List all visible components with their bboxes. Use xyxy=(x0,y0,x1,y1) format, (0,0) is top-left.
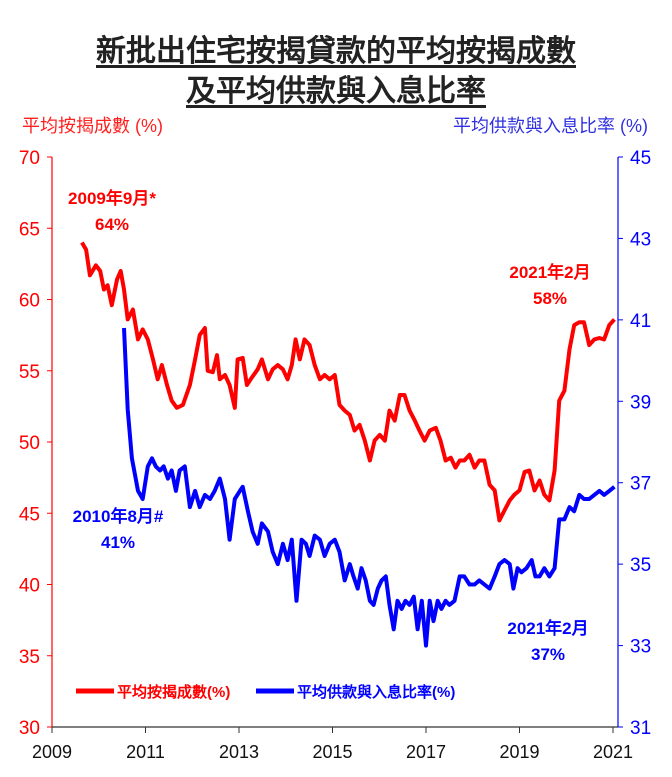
right-axis-tick-label: 37 xyxy=(630,474,651,495)
left-axis-tick-label: 45 xyxy=(19,504,40,525)
annotation-ltv-end-value: 58% xyxy=(533,289,567,308)
dsr-series-line xyxy=(122,327,616,648)
right-axis-tick-label: 39 xyxy=(630,392,651,413)
chart-title-line1: 新批出住宅按揭貸款的平均按揭成數 xyxy=(96,35,576,68)
left-axis-title: 平均按揭成數 (%) xyxy=(22,116,163,136)
right-axis-tick-label: 45 xyxy=(630,148,651,169)
right-axis-tick-label: 31 xyxy=(630,718,651,739)
legend: 平均按揭成數(%) 平均供款與入息比率(%) xyxy=(76,683,455,701)
annotation-ltv-end-date: 2021年2月 xyxy=(509,262,590,282)
x-axis-tick-label: 2017 xyxy=(406,742,446,762)
x-axis-tick-label: 2009 xyxy=(32,742,72,762)
right-axis-tick-label: 41 xyxy=(630,311,651,332)
left-axis-tick-label: 30 xyxy=(19,718,40,739)
left-axis-tick-label: 40 xyxy=(19,576,40,597)
x-axis-tick-label: 2011 xyxy=(126,742,165,762)
annotation-ltv-start-date: 2009年9月* xyxy=(68,188,156,208)
right-axis-title: 平均供款與入息比率 (%) xyxy=(453,116,648,136)
chart-title-line2: 及平均供款與入息比率 xyxy=(186,75,486,108)
annotation-ltv-start-value: 64% xyxy=(95,215,129,234)
annotation-dsr-start-date: 2010年8月# xyxy=(73,506,164,526)
right-axis-tick-label: 35 xyxy=(630,555,651,576)
left-axis-tick-label: 35 xyxy=(19,647,40,668)
right-axis-tick-label: 43 xyxy=(630,229,651,250)
ltv-series-line xyxy=(80,241,616,523)
x-axis-tick-label: 2019 xyxy=(499,742,539,762)
x-axis-tick-label: 2021 xyxy=(593,742,633,762)
legend-ltv-label: 平均按揭成數(%) xyxy=(117,683,230,701)
right-axis-tick-label: 33 xyxy=(630,637,651,658)
legend-dsr-label: 平均供款與入息比率(%) xyxy=(297,683,455,701)
left-axis-tick-label: 70 xyxy=(19,148,40,169)
annotation-dsr-start-value: 41% xyxy=(101,533,135,552)
x-axis-tick-label: 2013 xyxy=(219,742,259,762)
left-axis-tick-label: 50 xyxy=(19,433,40,454)
x-axis-tick-label: 2015 xyxy=(312,742,352,762)
left-axis-tick-label: 65 xyxy=(19,219,40,240)
left-axis-tick-label: 55 xyxy=(19,362,40,383)
annotation-dsr-end-value: 37% xyxy=(531,645,565,664)
left-axis-tick-label: 60 xyxy=(19,291,40,312)
annotation-dsr-end-date: 2021年2月 xyxy=(507,618,588,638)
